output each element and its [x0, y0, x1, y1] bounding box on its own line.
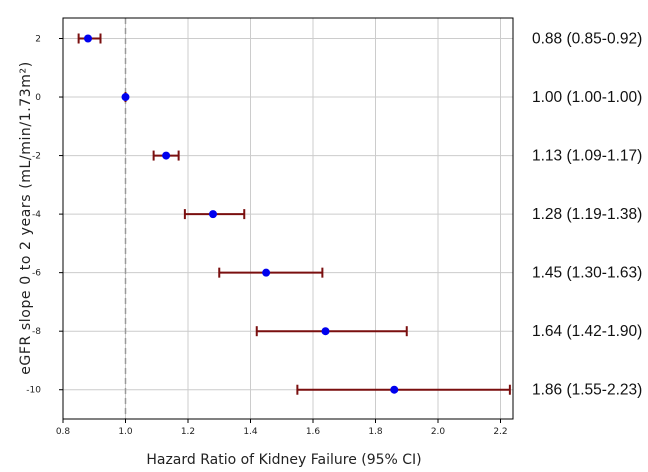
x-axis-ticks: 0.8 1.0 1.2 1.4 1.6 1.8 2.0 2.2 [56, 419, 508, 437]
hr-point [321, 327, 330, 336]
hr-label: 1.13 (1.09-1.17) [532, 148, 642, 165]
hr-label: 1.86 (1.55-2.23) [532, 382, 642, 399]
hr-point [121, 93, 130, 102]
y-tick-label: 2 [35, 34, 41, 44]
hr-label: 1.64 (1.42-1.90) [532, 323, 642, 340]
hr-point [162, 151, 171, 160]
y-tick-label: -2 [32, 152, 41, 162]
grid-lines [62, 18, 513, 419]
y-tick-label: 0 [35, 93, 41, 103]
hr-point [209, 210, 217, 219]
x-tick-label: 2.2 [493, 427, 507, 437]
hr-label: 1.45 (1.30-1.63) [532, 265, 642, 282]
x-tick-label: 1.4 [243, 427, 258, 437]
x-tick-label: 1.2 [181, 427, 195, 437]
hr-point [84, 34, 92, 43]
hr-label: 1.28 (1.19-1.38) [532, 206, 642, 223]
plot-frame [62, 17, 514, 420]
y-axis-label: eGFR slope 0 to 2 years (mL/min/1.73m²) [18, 61, 34, 375]
x-axis-label: Hazard Ratio of Kidney Failure (95% CI) [146, 452, 421, 468]
y-axis-ticks: 2 0 -2 -4 -6 -8 -10 [26, 34, 63, 396]
hr-labels: 0.88 (0.85-0.92) 1.00 (1.00-1.00) 1.13 (1.… [532, 30, 642, 398]
x-tick-label: 1.6 [306, 427, 321, 437]
data-marks [77, 33, 511, 395]
y-tick-label: -10 [26, 386, 41, 396]
hr-label: 0.88 (0.85-0.92) [532, 30, 642, 47]
hr-label: 1.00 (1.00-1.00) [532, 89, 642, 106]
y-tick-label: -6 [32, 269, 41, 279]
x-tick-label: 1.0 [118, 427, 133, 437]
y-tick-label: -4 [32, 210, 41, 220]
hr-point [390, 385, 399, 394]
x-tick-label: 1.8 [368, 427, 383, 437]
hr-point [262, 268, 271, 277]
x-tick-label: 2.0 [431, 427, 446, 437]
x-tick-label: 0.8 [56, 427, 71, 437]
y-tick-label: -8 [32, 327, 41, 337]
